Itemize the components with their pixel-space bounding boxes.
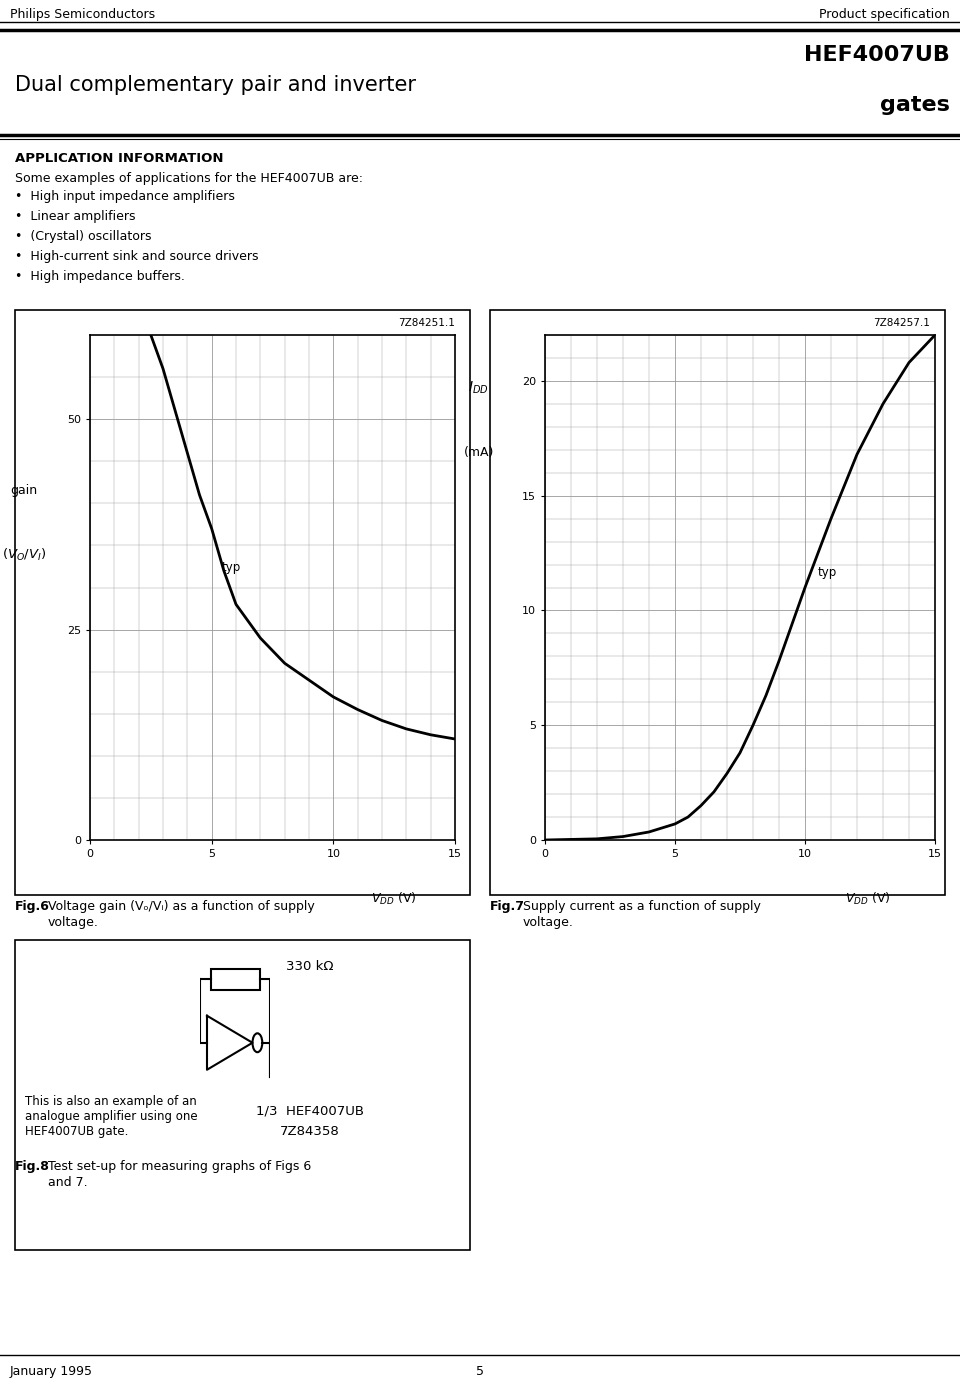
Text: Dual complementary pair and inverter: Dual complementary pair and inverter: [15, 75, 416, 95]
Text: (mA): (mA): [464, 447, 493, 459]
Text: 7Z84251.1: 7Z84251.1: [398, 318, 455, 328]
Bar: [210, 969, 259, 990]
Text: Voltage gain (Vₒ/Vᵢ) as a function of supply: Voltage gain (Vₒ/Vᵢ) as a function of su…: [48, 900, 315, 913]
Text: •  High-current sink and source drivers: • High-current sink and source drivers: [15, 250, 258, 262]
Text: •  (Crystal) oscillators: • (Crystal) oscillators: [15, 230, 152, 243]
Text: $V_{DD}$ (V): $V_{DD}$ (V): [846, 891, 891, 906]
Text: Supply current as a function of supply: Supply current as a function of supply: [523, 900, 761, 913]
Polygon shape: [207, 1016, 252, 1069]
Text: 7Z84257.1: 7Z84257.1: [874, 318, 930, 328]
Text: 330 kΩ: 330 kΩ: [286, 960, 334, 973]
Text: typ: typ: [818, 565, 837, 579]
Text: APPLICATION INFORMATION: APPLICATION INFORMATION: [15, 152, 224, 165]
Text: Fig.6: Fig.6: [15, 900, 50, 913]
Text: HEF4007UB: HEF4007UB: [804, 45, 950, 66]
Text: •  High impedance buffers.: • High impedance buffers.: [15, 269, 185, 283]
Text: Test set-up for measuring graphs of Figs 6: Test set-up for measuring graphs of Figs…: [48, 1160, 311, 1173]
Text: gates: gates: [880, 95, 950, 114]
Text: Some examples of applications for the HEF4007UB are:: Some examples of applications for the HE…: [15, 172, 363, 186]
Text: $I_{DD}$: $I_{DD}$: [468, 380, 489, 395]
Text: voltage.: voltage.: [523, 916, 574, 928]
Text: •  Linear amplifiers: • Linear amplifiers: [15, 209, 135, 223]
Text: Fig.7: Fig.7: [490, 900, 525, 913]
Text: Fig.8: Fig.8: [15, 1160, 50, 1173]
Text: 1/3  HEF4007UB: 1/3 HEF4007UB: [256, 1106, 364, 1118]
Text: Philips Semiconductors: Philips Semiconductors: [10, 8, 156, 21]
Text: typ: typ: [222, 561, 241, 574]
Text: gain: gain: [11, 483, 37, 497]
Text: 7Z84358: 7Z84358: [280, 1125, 340, 1138]
Text: Product specification: Product specification: [819, 8, 950, 21]
Text: •  High input impedance amplifiers: • High input impedance amplifiers: [15, 190, 235, 202]
Text: $V_{DD}$ (V): $V_{DD}$ (V): [372, 891, 417, 906]
Text: $(V_O/V_I)$: $(V_O/V_I)$: [2, 547, 46, 563]
Text: This is also an example of an
analogue amplifier using one
HEF4007UB gate.: This is also an example of an analogue a…: [25, 1094, 198, 1138]
Text: voltage.: voltage.: [48, 916, 99, 928]
Text: January 1995: January 1995: [10, 1365, 93, 1378]
Text: 5: 5: [476, 1365, 484, 1378]
Text: and 7.: and 7.: [48, 1175, 87, 1189]
